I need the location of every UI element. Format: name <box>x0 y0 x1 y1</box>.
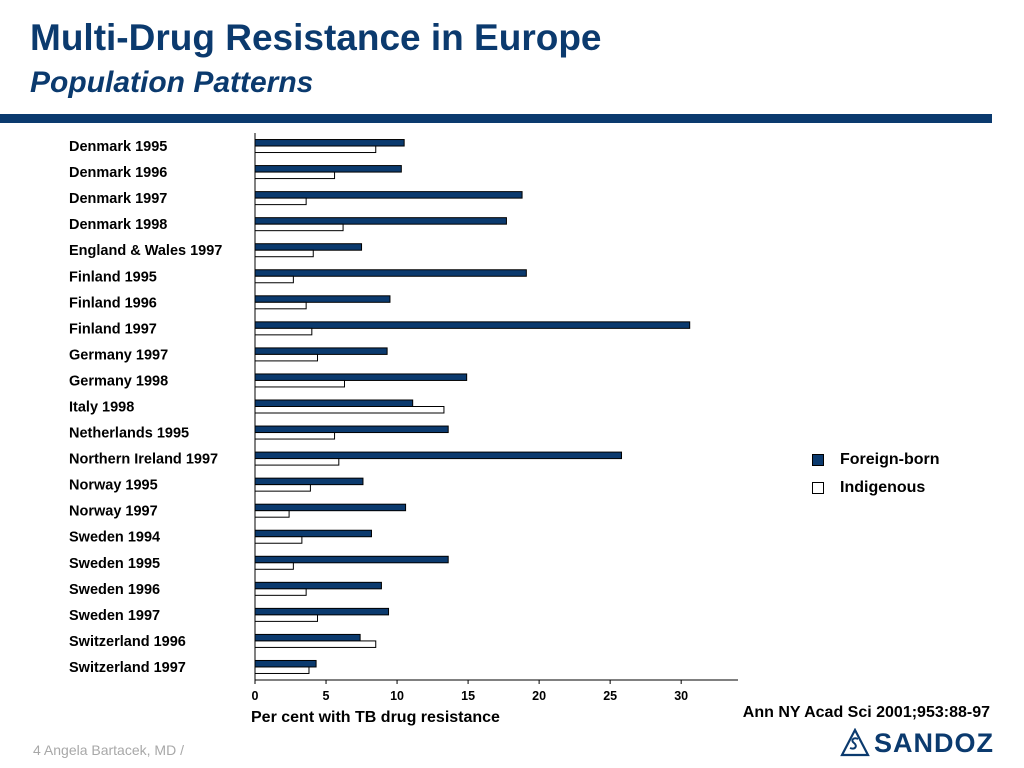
bar-indigenous-denmark-1995 <box>254 145 377 154</box>
category-label-norway-1997: Norway 1997 <box>69 504 158 520</box>
bar-indigenous-norway-1997 <box>254 510 290 518</box>
bar-indigenous-sweden-1996 <box>254 588 307 596</box>
category-label-finland-1997: Finland 1997 <box>69 321 157 337</box>
bars <box>254 139 691 674</box>
bar-indigenous-netherlands-1995 <box>254 432 336 440</box>
category-label-italy-1998: Italy 1998 <box>69 400 134 416</box>
bar-foreign-born-germany-1998 <box>254 373 468 381</box>
category-label-sweden-1995: Sweden 1995 <box>69 556 160 572</box>
x-tick-label-25: 25 <box>603 689 617 703</box>
bar-foreign-born-switzerland-1997 <box>254 659 317 668</box>
x-tick-label-10: 10 <box>390 689 404 703</box>
bar-indigenous-italy-1998 <box>254 406 445 414</box>
bar-foreign-born-sweden-1994 <box>254 529 372 538</box>
legend-swatch-foreign-born <box>812 454 824 466</box>
category-label-england-and-wales-1997: England & Wales 1997 <box>69 243 222 259</box>
x-tick-label-15: 15 <box>461 689 475 703</box>
x-tick-label-30: 30 <box>674 689 688 703</box>
bar-indigenous-sweden-1997 <box>254 614 319 622</box>
bar-foreign-born-finland-1997 <box>254 321 691 329</box>
bar-foreign-born-norway-1995 <box>254 477 364 486</box>
bar-foreign-born-finland-1996 <box>254 295 391 303</box>
legend-label-foreign-born: Foreign-born <box>840 451 940 468</box>
category-label-norway-1995: Norway 1995 <box>69 478 158 494</box>
chart-legend: Foreign-born Indigenous <box>812 446 940 502</box>
title-divider <box>0 114 992 123</box>
bar-indigenous-finland-1997 <box>254 327 313 336</box>
bar-indigenous-denmark-1996 <box>254 171 336 180</box>
legend-item-indigenous: Indigenous <box>812 474 940 502</box>
axes <box>254 133 738 684</box>
legend-label-indigenous: Indigenous <box>840 479 926 496</box>
x-tick-label-20: 20 <box>532 689 546 703</box>
bar-indigenous-england-and-wales-1997 <box>254 249 314 258</box>
bar-foreign-born-denmark-1995 <box>254 139 405 147</box>
sandoz-logo: SANDOZ <box>840 728 994 758</box>
sandoz-logo-icon <box>840 728 870 757</box>
citation: Ann NY Acad Sci 2001;953:88-97 <box>742 704 990 721</box>
bar-foreign-born-denmark-1997 <box>254 191 523 199</box>
sandoz-logo-text: SANDOZ <box>874 727 994 758</box>
bar-indigenous-denmark-1998 <box>254 223 344 232</box>
category-label-denmark-1996: Denmark 1996 <box>69 165 167 181</box>
legend-swatch-indigenous <box>812 482 824 494</box>
bar-foreign-born-germany-1997 <box>254 347 388 355</box>
bar-indigenous-germany-1997 <box>254 353 319 362</box>
bar-indigenous-northern-ireland-1997 <box>254 458 340 466</box>
category-label-denmark-1995: Denmark 1995 <box>69 139 167 155</box>
bar-foreign-born-sweden-1995 <box>254 555 449 564</box>
bar-foreign-born-italy-1998 <box>254 399 414 407</box>
bar-foreign-born-netherlands-1995 <box>254 425 449 434</box>
category-label-sweden-1996: Sweden 1996 <box>69 582 160 598</box>
slide-title: Multi-Drug Resistance in Europe <box>30 17 602 58</box>
bar-indigenous-sweden-1995 <box>254 562 294 570</box>
x-tick-label-0: 0 <box>252 689 259 703</box>
legend-item-foreign-born: Foreign-born <box>812 446 940 474</box>
bar-foreign-born-sweden-1997 <box>254 607 390 616</box>
bar-indigenous-denmark-1997 <box>254 197 307 206</box>
category-label-sweden-1994: Sweden 1994 <box>69 530 160 546</box>
bar-indigenous-switzerland-1996 <box>254 640 377 648</box>
category-label-switzerland-1997: Switzerland 1997 <box>69 660 186 676</box>
bar-indigenous-germany-1998 <box>254 379 345 388</box>
category-label-switzerland-1996: Switzerland 1996 <box>69 634 186 650</box>
tick-labels: 0 5 10 15 20 25 30 <box>252 689 689 703</box>
bar-foreign-born-finland-1995 <box>254 269 527 277</box>
category-label-netherlands-1995: Netherlands 1995 <box>69 426 189 442</box>
category-labels: Denmark 1995 Denmark 1996 Denmark 1997 Denm… <box>69 139 222 676</box>
bar-indigenous-switzerland-1997 <box>254 666 310 674</box>
category-label-sweden-1997: Sweden 1997 <box>69 608 160 624</box>
bar-foreign-born-switzerland-1996 <box>254 633 361 642</box>
bar-indigenous-finland-1996 <box>254 301 307 310</box>
category-label-denmark-1998: Denmark 1998 <box>69 217 167 233</box>
bar-indigenous-sweden-1994 <box>254 536 303 544</box>
bar-foreign-born-norway-1997 <box>254 503 407 512</box>
category-label-germany-1997: Germany 1997 <box>69 347 168 363</box>
category-label-northern-ireland-1997: Northern Ireland 1997 <box>69 452 218 468</box>
bar-foreign-born-denmark-1996 <box>254 165 402 173</box>
x-axis-label: Per cent with TB drug resistance <box>251 709 500 726</box>
category-label-finland-1995: Finland 1995 <box>69 269 157 285</box>
bar-foreign-born-sweden-1996 <box>254 581 382 590</box>
bar-indigenous-finland-1995 <box>254 275 294 284</box>
bar-indigenous-norway-1995 <box>254 484 311 492</box>
bar-foreign-born-northern-ireland-1997 <box>254 451 623 460</box>
category-label-finland-1996: Finland 1996 <box>69 295 157 311</box>
x-tick-label-5: 5 <box>323 689 330 703</box>
category-label-denmark-1997: Denmark 1997 <box>69 191 167 207</box>
bar-foreign-born-england-and-wales-1997 <box>254 243 363 251</box>
category-label-germany-1998: Germany 1998 <box>69 373 168 389</box>
footer-text: 4 Angela Bartacek, MD / <box>33 742 184 758</box>
slide-subtitle: Population Patterns <box>30 66 314 99</box>
bar-foreign-born-denmark-1998 <box>254 217 507 225</box>
